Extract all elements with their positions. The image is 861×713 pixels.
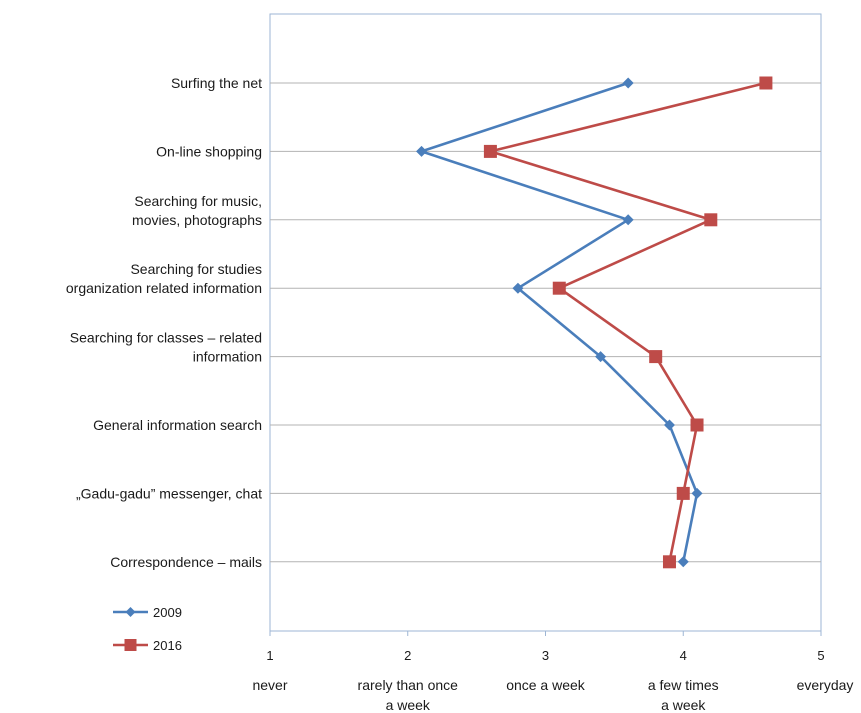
marker-2016-general-information-search [690,418,704,432]
x-category-label: rarely than once [358,677,459,693]
marker-2016-gadu-gadu-messenger-chat [676,486,690,500]
legend-marker [125,607,136,617]
category-label-searching-for-music-movies-photographs: movies, photographs [132,212,262,228]
plot-area [269,13,822,632]
legend: 2009 2016 [113,605,182,653]
x-tick-label: 2 [404,648,411,663]
category-label-searching-for-studies-organization-related-information: organization related information [66,280,262,296]
category-label-searching-for-studies-organization-related-information: Searching for studies [130,261,262,277]
marker-2016-searching-for-classes-related-information [649,350,663,364]
x-tick-label: 1 [266,648,273,663]
series-line-2009 [420,81,699,563]
marker-2009-correspondence-mails [677,556,689,568]
legend-marker [124,639,137,651]
category-label-gadu-gadu-messenger-chat: „Gadu-gadu” messenger, chat [76,485,262,501]
x-tick-label: 4 [680,648,687,663]
series-lines [420,81,767,563]
gridlines [270,82,821,563]
category-label-searching-for-classes-related-information: Searching for classes – related [70,330,262,346]
marker-2016-searching-for-music-movies-photographs [704,213,718,227]
legend-item-2016: 2016 [113,638,182,653]
category-label-surfing-the-net: Surfing the net [171,75,262,91]
marker-2009-surfing-the-net [622,77,634,89]
category-label-on-line-shopping: On-line shopping [156,143,262,159]
marker-2016-surfing-the-net [759,76,773,90]
x-category-label: everyday [797,677,854,693]
legend-label: 2009 [153,605,182,620]
marker-2016-on-line-shopping [483,144,497,158]
marker-2016-searching-for-studies-organization-related-information [552,281,566,295]
x-category-label: never [252,677,287,693]
marker-2009-gadu-gadu-messenger-chat [691,487,703,499]
category-label-searching-for-classes-related-information: information [193,349,262,365]
x-category-label: once a week [506,677,586,693]
x-category-label: a few times [648,677,719,693]
x-axis-category-labels: never rarely than once a week once a week a … [252,677,853,713]
x-category-label: a week [661,697,706,713]
series-markers [416,76,773,569]
marker-2016-correspondence-mails [662,555,676,569]
category-label-searching-for-music-movies-photographs: Searching for music, [134,193,262,209]
marker-2009-searching-for-studies-organization-related-information [512,282,524,294]
x-axis: 1 2 3 4 5 [266,631,825,663]
x-tick-label: 5 [817,648,824,663]
x-category-label: a week [386,697,431,713]
legend-label: 2016 [153,638,182,653]
x-tick-label: 3 [542,648,549,663]
category-label-general-information-search: General information search [93,417,262,433]
category-label-correspondence-mails: Correspondence – mails [110,554,262,570]
marker-2009-general-information-search [663,419,675,431]
category-labels: Surfing the net On-line shopping Searching… [66,75,262,570]
marker-2009-on-line-shopping [416,145,428,157]
series-line-2016 [489,81,767,563]
legend-item-2009: 2009 [113,605,182,620]
marker-2009-searching-for-music-movies-photographs [622,214,634,226]
marker-2009-searching-for-classes-related-information [595,351,607,363]
